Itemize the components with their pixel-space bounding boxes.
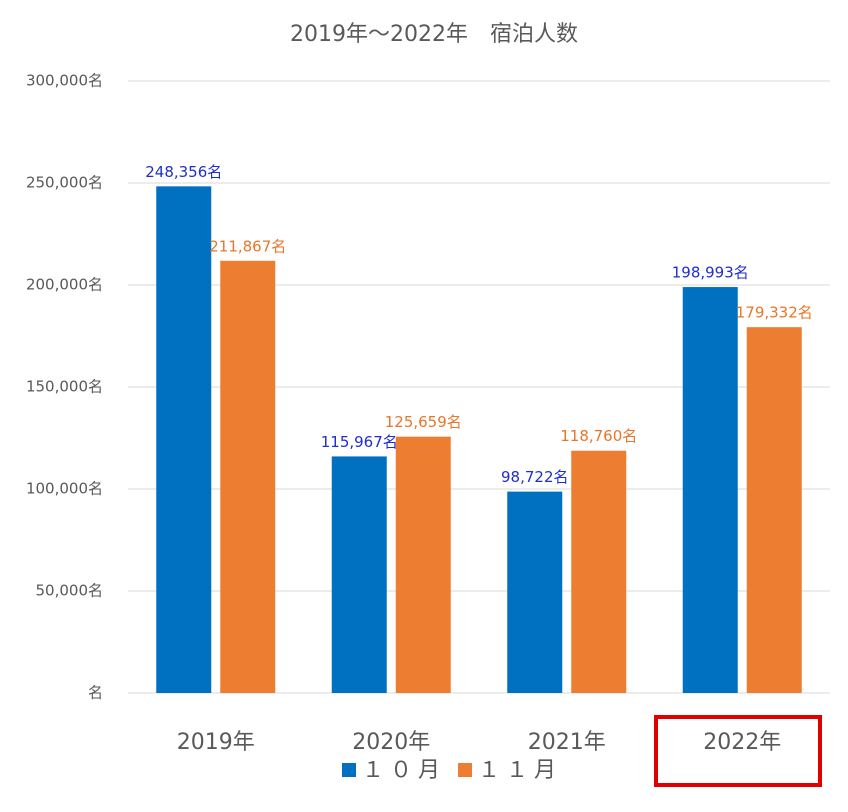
value-label: 118,760名 <box>560 427 637 445</box>
y-tick-label: 100,000名 <box>26 480 103 498</box>
legend-label: １１月 <box>478 758 562 783</box>
bar <box>682 287 738 693</box>
chart-title: 2019年～2022年 宿泊人数 <box>290 22 578 47</box>
bar <box>571 450 627 693</box>
value-label: 248,356名 <box>145 163 222 181</box>
x-tick-label: 2022年 <box>703 730 781 755</box>
legend-swatch <box>342 763 356 777</box>
x-tick-label: 2021年 <box>528 730 606 755</box>
value-label: 198,993名 <box>672 264 749 282</box>
bar <box>156 186 212 693</box>
value-label: 98,722名 <box>501 468 569 486</box>
legend-label: １０月 <box>362 758 446 783</box>
value-label: 211,867名 <box>209 237 286 255</box>
value-label: 115,967名 <box>321 433 398 451</box>
bar <box>331 456 387 693</box>
highlight-box <box>654 715 822 787</box>
bar <box>220 260 276 693</box>
x-tick-label: 2020年 <box>352 730 430 755</box>
bar <box>395 436 451 693</box>
y-tick-label: 250,000名 <box>26 174 103 192</box>
y-tick-label: 50,000名 <box>36 582 104 600</box>
y-tick-label: 200,000名 <box>26 276 103 294</box>
bar <box>746 327 802 693</box>
bar <box>507 491 563 693</box>
y-tick-label: 300,000名 <box>26 72 103 90</box>
x-tick-label: 2019年 <box>177 730 255 755</box>
value-label: 179,332名 <box>736 304 813 322</box>
value-label: 125,659名 <box>385 413 462 431</box>
y-tick-label: 150,000名 <box>26 378 103 396</box>
y-tick-label: 名 <box>88 684 103 702</box>
legend-swatch <box>458 763 473 777</box>
